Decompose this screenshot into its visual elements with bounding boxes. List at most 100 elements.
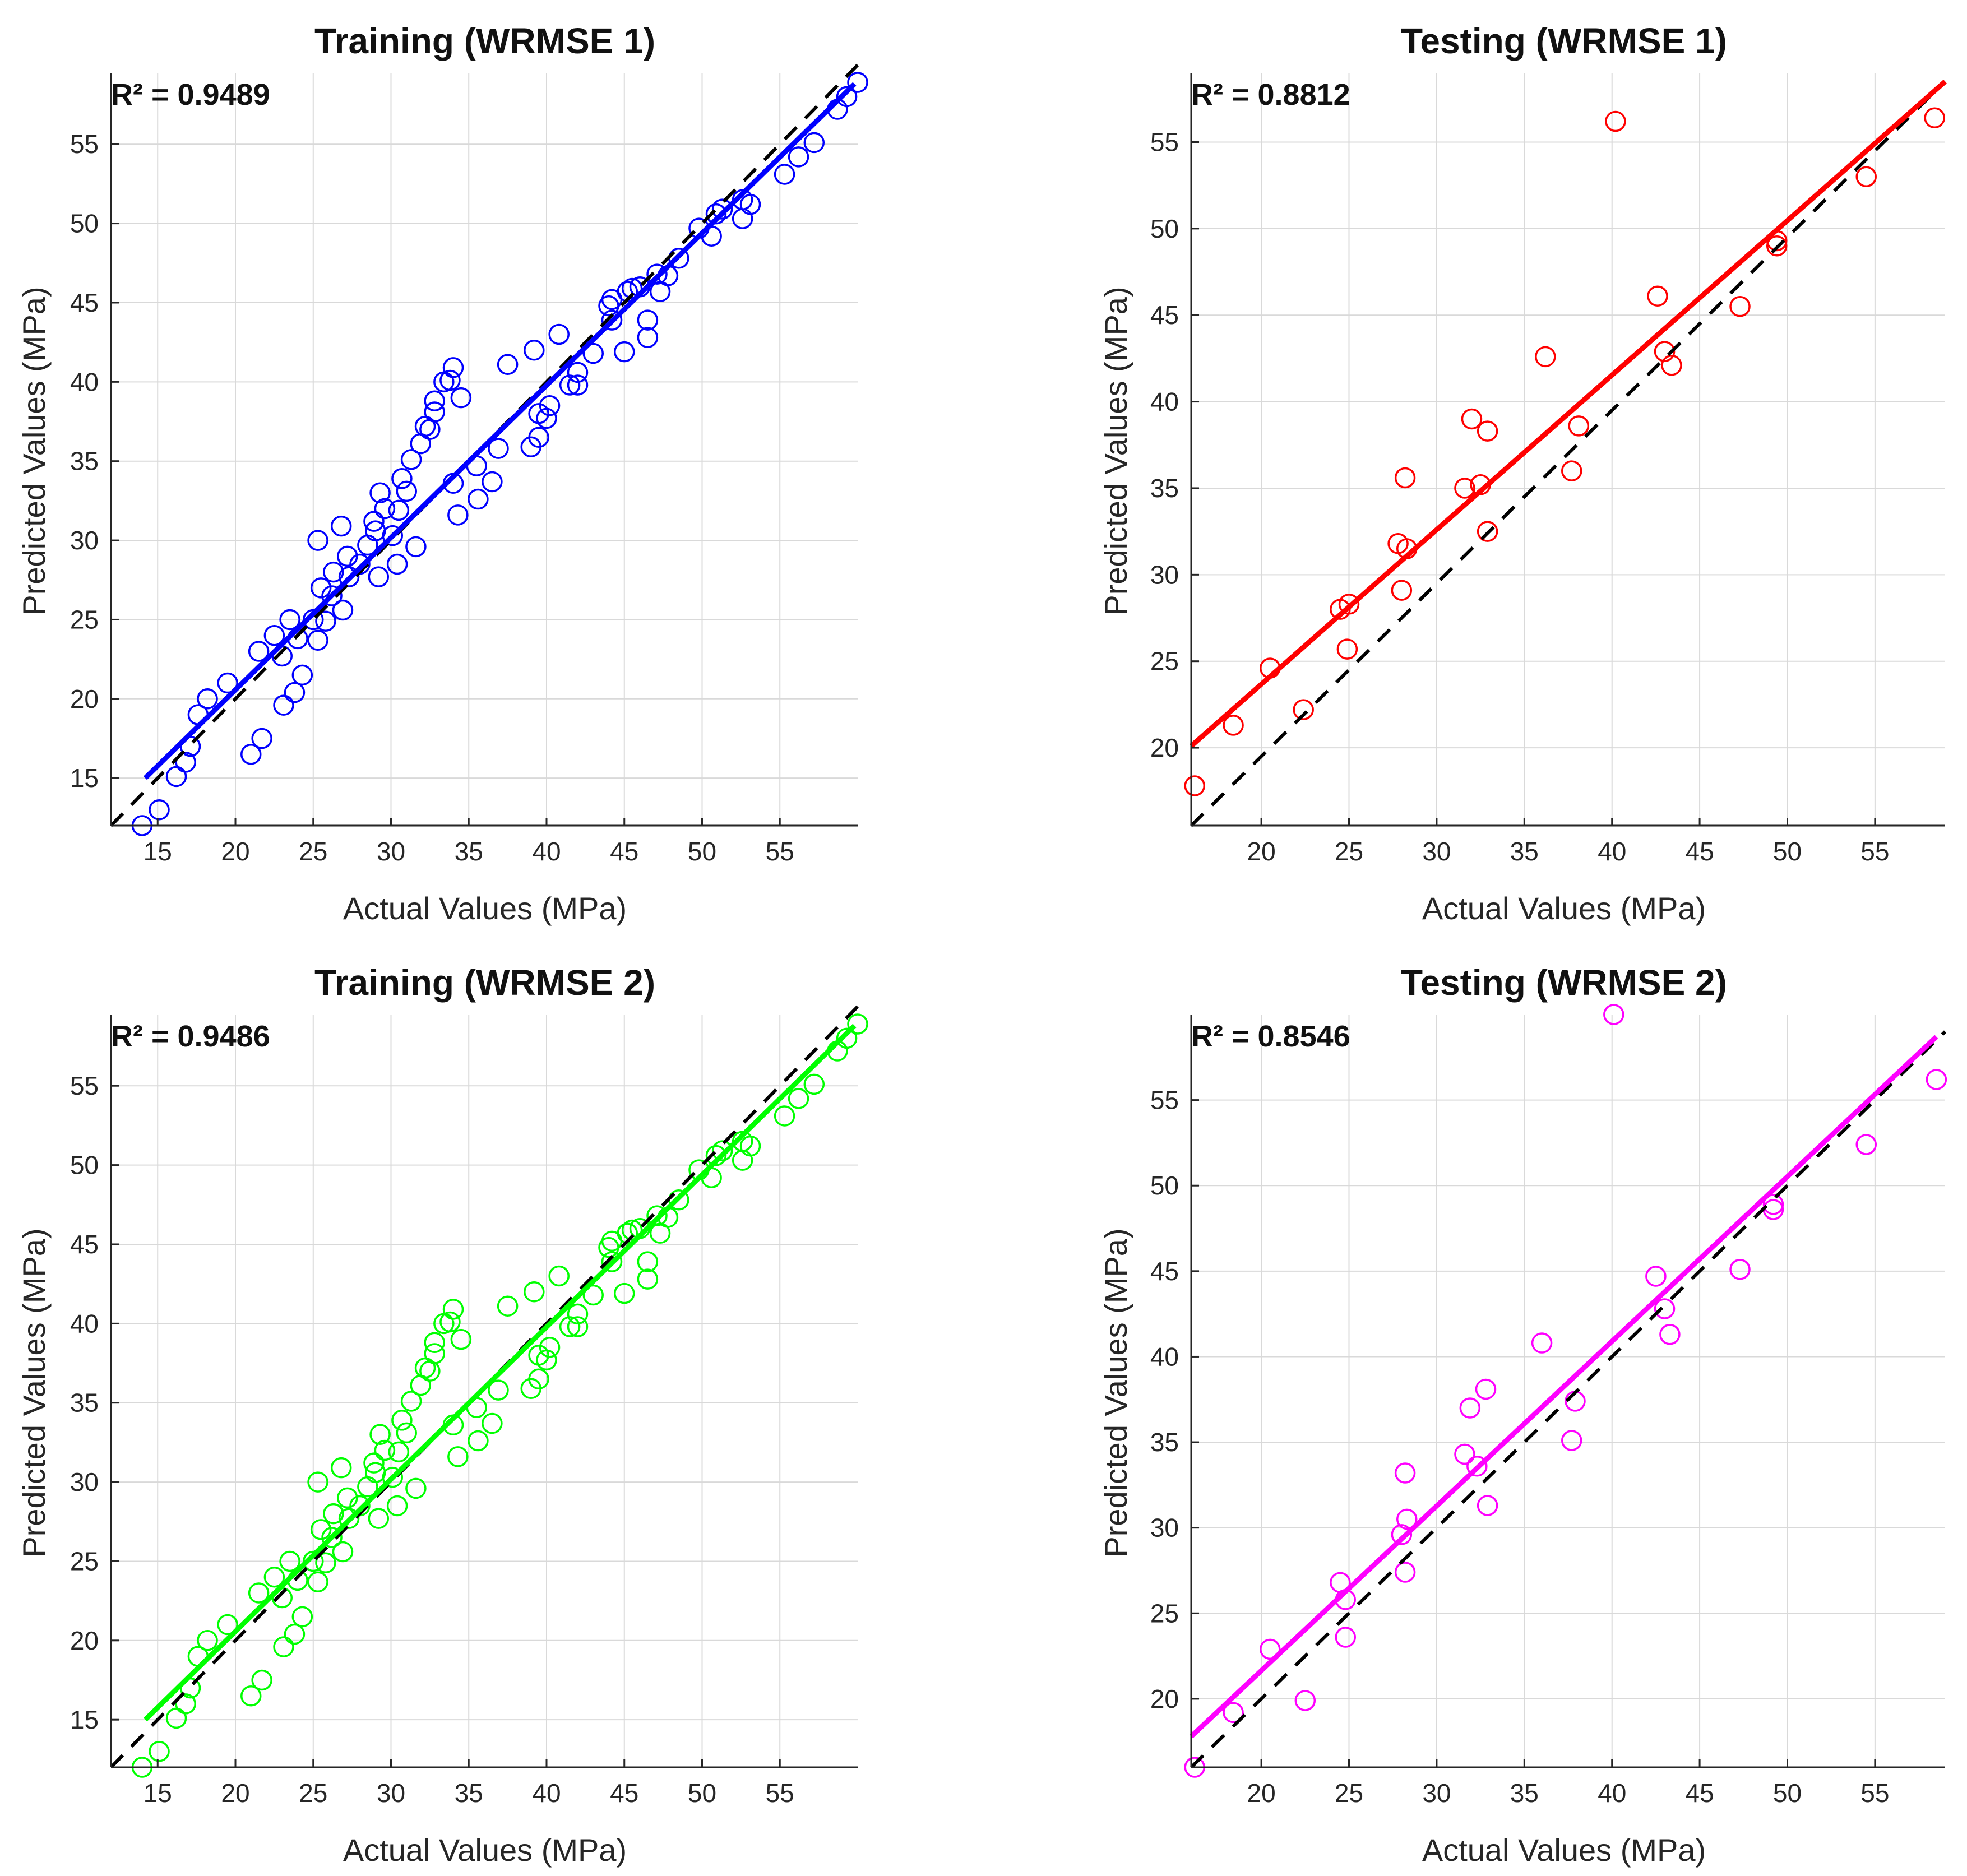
data-point	[1477, 420, 1498, 442]
data-point	[1855, 1134, 1877, 1155]
data-point	[559, 1316, 581, 1337]
data-point	[488, 1379, 509, 1401]
y-tick-label: 50	[1150, 214, 1179, 243]
data-point	[1659, 1324, 1681, 1345]
fit-line	[1190, 80, 1947, 748]
data-point	[1294, 1690, 1316, 1711]
x-tick-label: 15	[144, 1778, 172, 1808]
reference-line	[1190, 1030, 1947, 1769]
r-squared-label: R² = 0.8546	[1191, 1020, 1350, 1053]
data-point	[386, 1495, 408, 1517]
data-point	[497, 1295, 519, 1317]
data-point	[424, 1332, 445, 1354]
data-point	[836, 86, 858, 108]
data-point	[1335, 1627, 1357, 1648]
data-point	[338, 566, 360, 587]
data-point	[637, 1268, 659, 1290]
data-point	[1461, 408, 1483, 430]
data-point	[291, 1606, 313, 1628]
y-tick-label: 55	[1150, 1086, 1179, 1115]
data-point	[374, 498, 396, 520]
data-point	[391, 468, 413, 489]
y-tick-label: 45	[1150, 1257, 1179, 1286]
data-point	[482, 1412, 503, 1434]
data-point	[788, 146, 809, 168]
y-tick-label: 20	[1150, 1684, 1179, 1713]
data-point	[567, 362, 589, 383]
y-tick-label: 30	[70, 526, 99, 555]
data-point	[1477, 521, 1498, 542]
fit-line	[143, 82, 857, 780]
plot-area: 15 20 25 30 35 40 45 50 55 15 20 25 30 35 40 45 50 55	[70, 1005, 868, 1808]
y-tick-label: 35	[70, 1388, 99, 1418]
data-point	[637, 327, 659, 348]
fit-line	[1189, 1035, 1938, 1739]
data-point	[386, 553, 408, 575]
data-point	[337, 545, 358, 567]
x-tick-label: 35	[455, 837, 483, 866]
data-point	[197, 1630, 218, 1651]
data-point	[1647, 285, 1668, 307]
data-point	[539, 1336, 561, 1358]
data-point	[315, 610, 336, 632]
fit-line	[143, 1023, 857, 1722]
data-point	[374, 1439, 396, 1461]
reference-line	[1190, 80, 1947, 827]
y-tick-label: 35	[1150, 1428, 1179, 1457]
data-point	[400, 1391, 422, 1412]
y-tick-label: 20	[70, 1626, 99, 1655]
x-tick-label: 35	[455, 1778, 483, 1808]
x-tick-label: 35	[1510, 1778, 1539, 1808]
data-point	[836, 1027, 858, 1049]
data-point	[1477, 1495, 1498, 1516]
panel-title: Testing (WRMSE 2)	[1401, 962, 1727, 1003]
data-point	[197, 688, 218, 710]
data-point	[388, 499, 410, 521]
data-point	[330, 1457, 352, 1479]
y-tick-label: 45	[1150, 300, 1179, 330]
data-point	[363, 511, 385, 532]
data-point	[450, 1328, 472, 1350]
data-point	[410, 433, 431, 455]
x-axis-label: Actual Values (MPa)	[1422, 891, 1706, 926]
data-point	[307, 1571, 328, 1592]
data-point	[447, 504, 469, 526]
y-axis-label: Predicted Values (MPa)	[16, 1228, 52, 1557]
data-point	[482, 471, 503, 493]
data-point	[149, 799, 170, 821]
data-point	[405, 1477, 427, 1499]
data-point	[1459, 1397, 1481, 1419]
y-tick-label: 45	[70, 288, 99, 317]
data-point	[621, 1219, 643, 1241]
r-squared-label: R² = 0.8812	[1191, 78, 1350, 112]
data-point	[559, 374, 581, 396]
data-point	[1603, 1004, 1624, 1025]
data-point	[468, 1430, 489, 1452]
data-point	[847, 72, 868, 93]
data-point	[1762, 1194, 1784, 1215]
data-point	[369, 482, 391, 504]
data-point	[439, 1311, 461, 1333]
x-tick-label: 20	[221, 837, 249, 866]
data-point	[803, 1073, 825, 1095]
panel-training-wrmse-1: Training (WRMSE 1) 15 20 25 30 35 40 45 50 55 15 2…	[16, 21, 868, 926]
y-tick-label: 25	[1150, 647, 1179, 676]
data-point	[539, 395, 561, 416]
x-axis-label: Actual Values (MPa)	[343, 891, 627, 926]
data-point	[1454, 1443, 1475, 1465]
x-tick-label: 45	[1686, 837, 1714, 866]
data-point	[165, 766, 187, 788]
data-point	[1293, 699, 1314, 720]
data-point	[323, 561, 344, 583]
data-point	[497, 354, 519, 375]
data-point	[337, 1487, 358, 1509]
x-tick-label: 40	[532, 1778, 561, 1808]
data-point	[1729, 1259, 1751, 1280]
data-point	[363, 1452, 385, 1474]
data-point	[284, 1623, 306, 1645]
data-point	[263, 1566, 285, 1588]
data-point	[273, 694, 294, 716]
data-point	[1394, 1462, 1416, 1484]
data-point	[251, 728, 272, 749]
data-layer	[109, 63, 868, 836]
